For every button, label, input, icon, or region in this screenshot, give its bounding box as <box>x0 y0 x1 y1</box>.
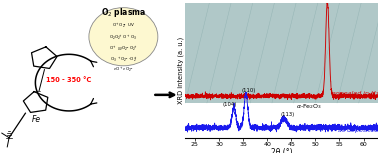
Text: $\epsilon$O$^+\epsilon$ O$_2^-$: $\epsilon$O$^+\epsilon$ O$_2^-$ <box>113 66 134 75</box>
Text: as deposited: as deposited <box>338 128 378 133</box>
Y-axis label: XRD intensity (a. u.): XRD intensity (a. u.) <box>177 37 184 104</box>
Text: (113): (113) <box>281 112 295 117</box>
Text: (104): (104) <box>223 102 237 107</box>
Bar <box>185 3 378 103</box>
Text: $\alpha$-Fe$_2$O$_3$: $\alpha$-Fe$_2$O$_3$ <box>296 102 322 111</box>
Text: annealed in H₂: annealed in H₂ <box>332 91 378 96</box>
Text: O$_3$ $^+$O$_2^-$ $\cdot$O$_2^+$: O$_3$ $^+$O$_2^-$ $\cdot$O$_2^+$ <box>110 55 137 63</box>
Text: (110): (110) <box>241 88 256 93</box>
Text: O$_2$ plasma: O$_2$ plasma <box>101 6 146 19</box>
Text: O$_2$O$_2^+$ O$^+$ O$_3$: O$_2$O$_2^+$ O$^+$ O$_3$ <box>109 33 138 41</box>
Text: O$^+$ $_{UV}$O$_2^-$ O$_2^+$: O$^+$ $_{UV}$O$_2^-$ O$_2^+$ <box>109 44 138 52</box>
Text: O$^+$O$_2^-$ UV: O$^+$O$_2^-$ UV <box>112 22 135 30</box>
Text: Fe: Fe <box>32 115 41 124</box>
X-axis label: 2θ (°): 2θ (°) <box>271 148 293 153</box>
Text: 150 - 350 °C: 150 - 350 °C <box>46 76 91 83</box>
Ellipse shape <box>89 8 158 66</box>
